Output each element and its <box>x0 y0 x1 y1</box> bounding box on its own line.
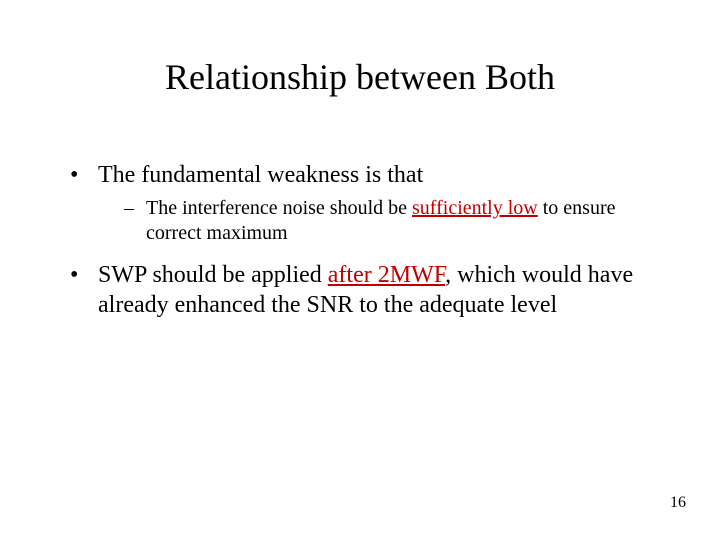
bullet-1: The fundamental weakness is that The int… <box>70 160 670 246</box>
bullet-list: The fundamental weakness is that The int… <box>70 160 670 320</box>
sub-bullet-list-1: The interference noise should be suffici… <box>98 196 670 246</box>
sub-bullet-1-highlight: sufficiently low <box>412 197 538 219</box>
slide-body: The fundamental weakness is that The int… <box>70 160 670 334</box>
sub-bullet-1-pre: The interference noise should be <box>146 197 412 219</box>
bullet-2-highlight: after 2MWF <box>328 262 445 288</box>
sub-bullet-1: The interference noise should be suffici… <box>124 196 670 246</box>
bullet-2-pre: SWP should be applied <box>98 262 328 288</box>
bullet-2: SWP should be applied after 2MWF, which … <box>70 260 670 320</box>
bullet-1-text: The fundamental weakness is that <box>98 162 423 188</box>
slide-title: Relationship between Both <box>0 56 720 98</box>
page-number: 16 <box>670 494 686 512</box>
slide: Relationship between Both The fundamenta… <box>0 0 720 540</box>
